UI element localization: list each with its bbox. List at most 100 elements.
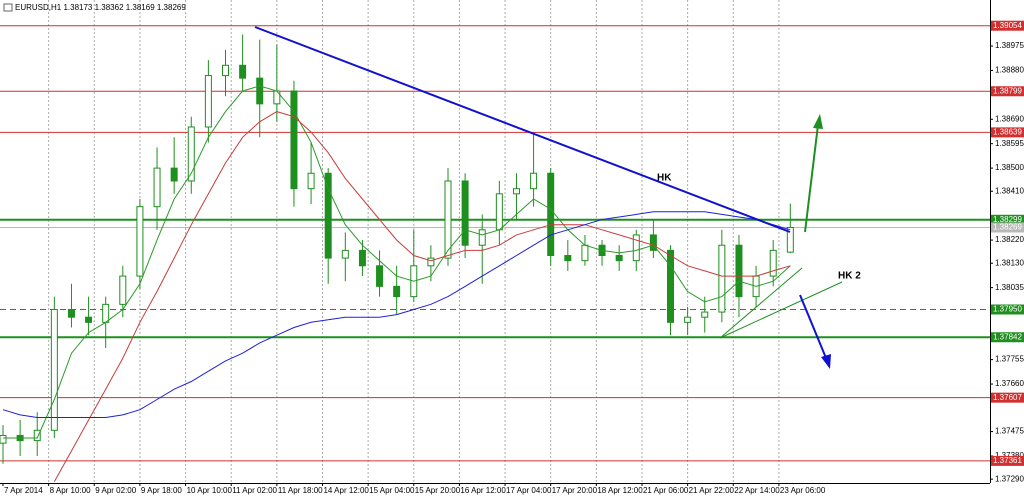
level-label-box [991,392,1024,403]
candle-body [735,244,743,298]
candle-body [119,275,127,305]
plot [0,34,794,482]
candle-body [581,244,589,262]
candle-body [0,434,7,444]
candle-body [649,234,657,251]
y-tick-label: 1.37380 [995,451,1024,460]
y-tick-label: 1.38690 [995,114,1024,123]
moving-average [53,111,791,482]
level-label: 1.39054 [993,21,1022,30]
candle-body [136,206,144,277]
candle-body [358,249,366,267]
trend-line [254,26,791,233]
x-tick-label: 15 Apr 04:00 [369,486,415,495]
candle-body [786,226,794,253]
x-tick-label: 9 Apr 02:00 [95,486,136,495]
level-label: 1.38299 [993,215,1022,224]
x-tick-label: 15 Apr 20:00 [415,486,461,495]
y-tick-label: 1.38035 [995,283,1024,292]
arrow-up [804,124,819,233]
candle-body [632,234,640,262]
candle-body [684,316,692,323]
x-tick-label: 9 Apr 18:00 [141,486,182,495]
x-tick-label: 17 Apr 04:00 [506,486,552,495]
x-tick-label: 14 Apr 12:00 [323,486,369,495]
x-tick-label: 21 Apr 22:00 [689,486,735,495]
y-tick-label: 1.38130 [995,258,1024,267]
x-tick-label: 7 Apr 2014 [4,486,43,495]
y-tick-label: 1.38880 [995,66,1024,75]
y-tick-label: 1.37290 [995,474,1024,483]
candle-body [444,180,452,259]
candle-body [718,244,726,313]
y-tick-label: 1.37755 [995,355,1024,364]
x-tick-label: 8 Apr 10:00 [50,486,91,495]
annotation: HK 2 [838,271,861,282]
candle-body [512,188,520,195]
x-tick-label: 21 Apr 06:00 [643,486,689,495]
y-tick-label: 1.37475 [995,427,1024,436]
level-label: 1.37842 [993,332,1022,341]
candle-body [478,229,486,246]
candle-body [67,308,75,318]
candle-body [222,64,229,77]
level-label: 1.37950 [993,305,1022,314]
level-label-box [991,332,1024,343]
candle-body [769,249,777,277]
grid [0,0,990,483]
level-label-box [991,455,1024,466]
candle-body [307,172,315,190]
candle-body [341,249,349,259]
level-label-box [991,304,1024,315]
trend-line [719,267,803,339]
candle-body [290,90,298,190]
x-tick-label: 16 Apr 12:00 [460,486,506,495]
x-tick-label: 10 Apr 10:00 [187,486,233,495]
candle-body [239,64,247,79]
candle-body [153,167,161,208]
x-tick-label: 11 Apr 18:00 [278,486,323,495]
moving-average [2,211,791,418]
candle-body [615,255,623,262]
candle-body [324,172,332,259]
candle-body [495,193,503,231]
level-label-box [991,222,1024,233]
candle-body [393,285,401,298]
y-tick-label: 1.38500 [995,163,1024,172]
y-tick-label: 1.37660 [995,379,1024,388]
chart-title: EURUSD,H1 1.38173 1.38362 1.38169 1.3826… [15,3,186,12]
x-tick-label: 22 Apr 14:00 [734,486,780,495]
y-tick-label: 1.38220 [995,235,1024,244]
level-label-box [991,20,1024,31]
x-tick-label: 11 Apr 02:00 [232,486,277,495]
symbol-icon [3,3,13,12]
level-label-box [991,214,1024,225]
candle-body [33,429,41,442]
annotation: HK [657,173,672,184]
level-label: 1.38799 [993,86,1022,95]
x-tick-label: 23 Apr 06:00 [780,486,826,495]
y-tick-label: 1.38410 [995,186,1024,195]
arrow-head [821,354,831,369]
level-label: 1.37361 [993,456,1022,465]
candle-body [102,303,110,323]
candle-body [530,172,538,190]
candle-body [427,257,435,267]
level-label-box [991,86,1024,97]
candle-body [204,75,212,128]
level-label: 1.37607 [993,393,1022,402]
candle-body [667,249,675,323]
candle-body [701,311,709,318]
arrow-head [813,114,823,129]
candle-body [170,167,178,182]
y-tick-label: 1.38595 [995,139,1024,148]
level-label: 1.38639 [993,127,1022,136]
candle-body [461,180,469,246]
arrow-down [799,294,827,359]
candle-body [547,172,555,257]
y-tick-label: 1.38975 [995,41,1024,50]
candle-body [50,308,58,431]
candle-body [564,255,572,262]
